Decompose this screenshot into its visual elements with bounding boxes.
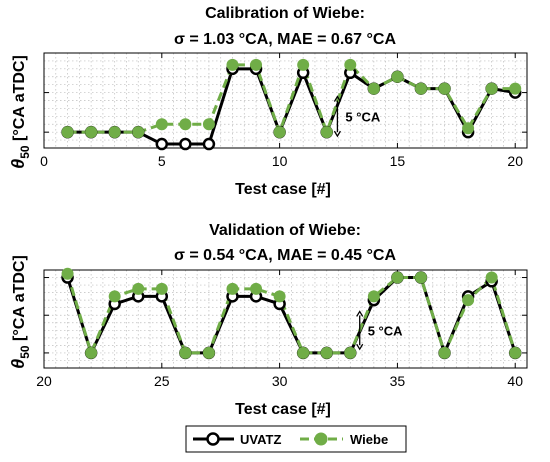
legend-uvatz-marker [206, 432, 220, 446]
chart-1-ylabel-sub: 50 [18, 145, 32, 159]
scale-arrow-down-head [356, 343, 364, 351]
series-uvatz-point [179, 137, 192, 151]
chart-2-ylabel: θ50 [°CA aTDC] [8, 255, 32, 369]
series-wiebe-point [509, 82, 522, 95]
scale-annotation-label: 5 °CA [345, 109, 380, 124]
chart-2-title-line1: Validation of Wiebe: [209, 222, 361, 239]
series-wiebe-point [485, 82, 498, 95]
series-wiebe-point [179, 118, 192, 131]
series-wiebe-point [132, 282, 145, 295]
series-wiebe-point [108, 290, 121, 303]
series-wiebe-point [155, 282, 168, 295]
series-wiebe-point [367, 290, 380, 303]
series-uvatz-point [202, 137, 216, 151]
series-wiebe-point [226, 58, 239, 71]
chart-1-ylabel: θ50 [°CA aTDC] [8, 55, 32, 169]
x-tick-label: 10 [272, 153, 288, 169]
chart-1-ylabel-unit: [°CA aTDC] [11, 55, 28, 145]
series-wiebe-point [462, 294, 475, 307]
chart-1-xlabel: Test case [#] [235, 181, 331, 198]
series-wiebe-point [367, 82, 380, 95]
series-wiebe-point [320, 346, 333, 359]
series-wiebe-point [391, 271, 404, 284]
legend-uvatz-label: UVATZ [240, 432, 281, 447]
x-tick-label: 0 [40, 153, 48, 169]
chart-1-title-line2: σ = 1.03 °CA, MAE = 0.67 °CA [174, 31, 396, 48]
series-wiebe-point [273, 126, 286, 139]
series-wiebe-point [438, 346, 451, 359]
series-wiebe-point [85, 346, 98, 359]
x-tick-label: 25 [154, 373, 170, 389]
series-wiebe-point [179, 346, 192, 359]
series-wiebe-point [320, 126, 333, 139]
legend-wiebe-label: Wiebe [350, 432, 388, 447]
chart-2-ylabel-unit: [°CA aTDC] [11, 255, 28, 345]
x-tick-label: 40 [507, 373, 523, 389]
chart-1-plot-area: 0 5 10 15 20 5 °CA [40, 52, 528, 169]
chart-1-title-line1: Calibration of Wiebe: [205, 5, 365, 22]
series-wiebe-point [509, 346, 522, 359]
legend: UVATZ Wiebe [185, 425, 407, 453]
scale-arrow-down-head [333, 130, 341, 138]
x-tick-label: 35 [390, 373, 406, 389]
series-wiebe-point [61, 267, 74, 280]
series-wiebe-point [155, 118, 168, 131]
chart-2-ylabel-theta: θ [8, 359, 28, 369]
series-wiebe-point [462, 122, 475, 135]
series-wiebe-point [85, 126, 98, 139]
x-tick-label: 15 [390, 153, 406, 169]
series-wiebe-point [485, 271, 498, 284]
x-tick-label: 20 [36, 373, 52, 389]
series-wiebe-point [250, 58, 263, 71]
series-wiebe-point [202, 346, 215, 359]
plot-frame [43, 269, 528, 369]
chart-2-title-line2: σ = 0.54 °CA, MAE = 0.45 °CA [174, 247, 396, 264]
series-wiebe-point [273, 290, 286, 303]
series-wiebe-point [108, 126, 121, 139]
series-wiebe-point [132, 126, 145, 139]
scale-arrow-up-head [356, 310, 364, 317]
plot-frame [43, 52, 528, 149]
series-wiebe-point [344, 346, 357, 359]
series-wiebe-point [414, 82, 427, 95]
x-tick-label: 20 [507, 153, 523, 169]
series-uvatz-point [155, 137, 169, 151]
legend-wiebe-marker [314, 432, 328, 446]
scale-annotation: 5 °CA [356, 310, 403, 351]
series-wiebe-point [297, 58, 310, 71]
scale-arrow-up-head [333, 95, 341, 102]
scale-annotation-label: 5 °CA [368, 323, 403, 338]
series-wiebe-point [344, 58, 357, 71]
series-wiebe-point [226, 282, 239, 295]
series-wiebe-point [202, 118, 215, 131]
series-wiebe-point [250, 282, 263, 295]
scale-annotation: 5 °CA [333, 95, 381, 138]
series-wiebe-point [297, 346, 310, 359]
x-tick-label: 30 [272, 373, 288, 389]
chart-1-ylabel-theta: θ [8, 159, 28, 169]
chart-2-xlabel: Test case [#] [235, 401, 331, 418]
series-wiebe-point [414, 271, 427, 284]
series-wiebe-point [391, 70, 404, 83]
series-wiebe-point [61, 126, 74, 139]
chart-2-plot-area: 20 25 30 35 40 5 °CA [36, 267, 528, 389]
series-wiebe-point [438, 82, 451, 95]
x-tick-label: 5 [158, 153, 166, 169]
chart-2-ylabel-sub: 50 [18, 345, 32, 359]
